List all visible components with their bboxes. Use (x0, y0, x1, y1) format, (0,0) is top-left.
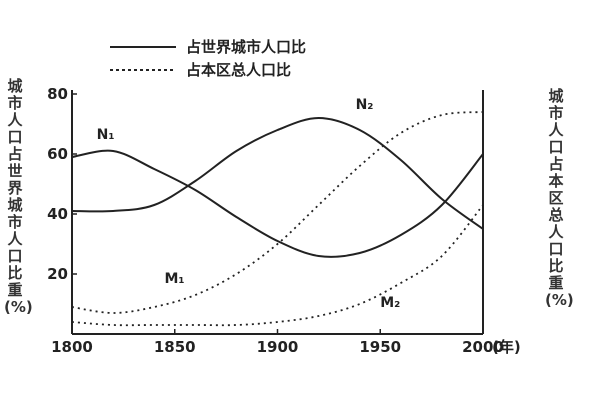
series-group: N₁ N₂ M₁ M₂ (71, 97, 484, 327)
y-axis-label-left: 城市人口占世界城市人口比重(%) (4, 77, 33, 316)
y-axis-label-right: 城市人口占本区总人口比重(%) (545, 87, 574, 309)
x-unit-label: (年) (492, 338, 521, 356)
x-tick-label: 1800 (51, 338, 93, 356)
series-line-0 (71, 149, 484, 258)
y-ticks: 20 40 60 80 (47, 85, 77, 283)
x-tick-label: 1950 (359, 338, 401, 356)
y-tick-label: 40 (47, 205, 68, 223)
x-ticks: 1800 1850 1900 1950 2000 (51, 329, 504, 356)
series-label-2: M₁ (164, 271, 184, 287)
series-label-1: N₂ (356, 97, 374, 113)
series-label-3: M₂ (380, 295, 400, 311)
y-tick-label: 60 (47, 145, 68, 163)
series-line-1 (71, 116, 484, 230)
legend: 占世界城市人口比 占本区总人口比 (110, 38, 306, 79)
x-tick-label: 2000 (462, 338, 504, 356)
x-tick-label: 1850 (154, 338, 196, 356)
series-label-0: N₁ (97, 127, 115, 143)
series-line-2 (71, 111, 484, 314)
x-tick-label: 1900 (257, 338, 299, 356)
y-tick-label: 20 (47, 265, 68, 283)
y-tick-label: 80 (47, 85, 68, 103)
series-line-3 (71, 204, 484, 327)
legend-label-dashed: 占本区总人口比 (186, 61, 291, 79)
legend-label-solid: 占世界城市人口比 (186, 38, 306, 56)
